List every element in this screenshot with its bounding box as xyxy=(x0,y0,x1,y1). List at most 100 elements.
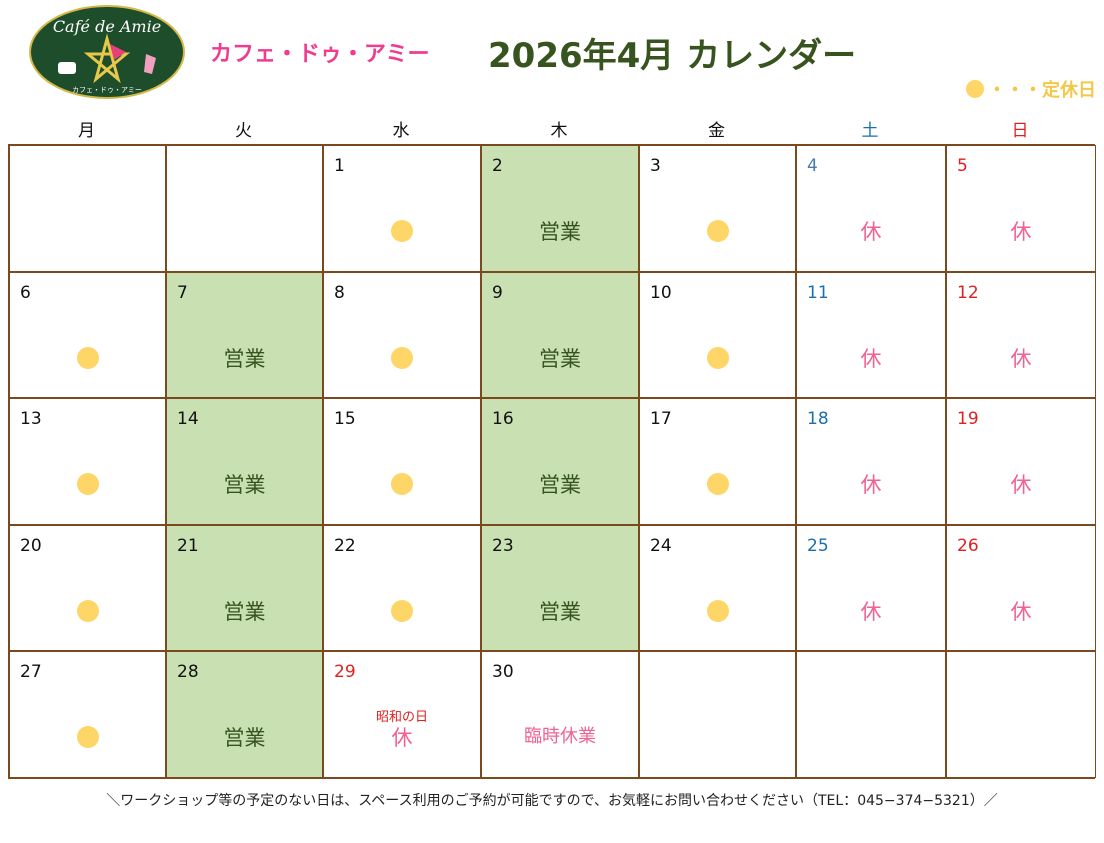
calendar-grid: 1 2 営業 3 4 休 5 休 6 7 営業 8 9 営業 10 11 休 12 休 13 14 営業 15 16 営業 17 1… xyxy=(8,144,1096,779)
day-cell[interactable]: 1 xyxy=(323,145,481,272)
day-cell[interactable]: 27 xyxy=(9,651,166,778)
day-cell[interactable]: 13 xyxy=(9,398,166,525)
day-number: 17 xyxy=(650,409,672,430)
day-cell[interactable]: 16 営業 xyxy=(481,398,639,525)
svg-text:カフェ・ドゥ・アミー: カフェ・ドゥ・アミー xyxy=(72,86,142,94)
day-number: 5 xyxy=(957,156,968,176)
day-number: 27 xyxy=(20,662,42,683)
day-cell[interactable]: 14 営業 xyxy=(166,398,323,525)
day-cell[interactable]: 18 休 xyxy=(796,398,946,525)
day-cell[interactable]: 19 休 xyxy=(946,398,1096,525)
day-cell[interactable]: 12 休 xyxy=(946,271,1096,399)
empty-cell xyxy=(946,651,1096,778)
day-number: 23 xyxy=(492,535,514,556)
day-number: 4 xyxy=(807,156,818,176)
open-label: 営業 xyxy=(223,346,266,371)
day-cell[interactable]: 25 休 xyxy=(796,524,946,652)
day-number: 16 xyxy=(492,409,514,430)
day-number: 6 xyxy=(20,282,31,303)
closed-label: 休 xyxy=(860,473,882,498)
closed-day-dot-icon xyxy=(10,599,165,622)
closed-label: 休 xyxy=(391,726,413,751)
day-cell[interactable]: 8 xyxy=(323,271,481,399)
closed-label: 休 xyxy=(860,220,882,244)
day-cell[interactable]: 2 営業 xyxy=(481,145,639,272)
day-number: 1 xyxy=(334,156,345,176)
open-label: 営業 xyxy=(223,726,266,751)
day-cell[interactable]: 28 営業 xyxy=(166,651,323,778)
open-label: 営業 xyxy=(539,599,581,624)
weekday-label: 金 xyxy=(708,121,725,141)
legend-label: ・・・定休日 xyxy=(988,80,1096,101)
day-number: 22 xyxy=(334,535,356,556)
day-cell[interactable]: 9 営業 xyxy=(481,271,639,399)
holiday-name: 昭和の日 xyxy=(375,710,428,726)
weekday-label: 月 xyxy=(78,121,95,141)
day-number: 12 xyxy=(957,282,979,303)
day-cell[interactable]: 17 xyxy=(639,398,796,525)
weekday-label: 火 xyxy=(235,121,252,141)
weekday-label: 土 xyxy=(861,121,879,141)
closed-label: 休 xyxy=(1010,473,1032,498)
closed-label: 休 xyxy=(1010,599,1032,624)
day-number: 19 xyxy=(957,409,979,430)
closed-label: 休 xyxy=(1010,346,1032,371)
weekday-label: 日 xyxy=(1011,121,1029,141)
day-number: 24 xyxy=(650,535,672,556)
weekday-label: 水 xyxy=(392,121,410,141)
closed-day-dot-icon xyxy=(640,346,795,369)
empty-cell xyxy=(796,651,946,778)
cafe-logo: Café de Amie カフェ・ドゥ・アミー xyxy=(29,5,185,99)
closed-day-dot-icon xyxy=(10,346,165,369)
day-number: 28 xyxy=(177,662,199,683)
day-number: 29 xyxy=(334,662,356,683)
day-number: 18 xyxy=(807,409,829,430)
day-cell[interactable]: 23 営業 xyxy=(481,524,639,652)
day-number: 9 xyxy=(492,282,503,303)
special-closed-label: 臨時休業 xyxy=(524,726,596,748)
day-number: 3 xyxy=(650,156,661,176)
day-cell[interactable]: 15 xyxy=(323,398,481,525)
day-number: 26 xyxy=(957,535,979,556)
day-cell[interactable]: 24 xyxy=(639,524,796,652)
empty-cell xyxy=(9,145,166,272)
day-cell[interactable]: 10 xyxy=(639,271,796,399)
day-cell[interactable]: 29 昭和の日休 xyxy=(323,651,481,778)
empty-cell xyxy=(166,145,323,272)
day-cell[interactable]: 30 臨時休業 xyxy=(481,651,639,778)
closed-day-dot-icon xyxy=(640,473,795,496)
closed-label: 休 xyxy=(860,599,882,624)
day-number: 8 xyxy=(334,282,345,303)
closed-day-dot-icon xyxy=(324,473,480,496)
weekday-label: 木 xyxy=(550,121,568,141)
open-label: 営業 xyxy=(223,599,266,624)
day-cell[interactable]: 21 営業 xyxy=(166,524,323,652)
closed-label: 休 xyxy=(1010,220,1032,244)
day-cell[interactable]: 22 xyxy=(323,524,481,652)
day-cell[interactable]: 20 xyxy=(9,524,166,652)
page-title: 2026年4月 カレンダー xyxy=(488,36,857,76)
open-label: 営業 xyxy=(539,346,581,371)
day-number: 25 xyxy=(807,535,829,556)
empty-cell xyxy=(639,651,796,778)
open-label: 営業 xyxy=(539,473,581,498)
day-cell[interactable]: 3 xyxy=(639,145,796,272)
closed-day-dot-icon xyxy=(640,220,795,242)
day-cell[interactable]: 7 営業 xyxy=(166,271,323,399)
closed-day-dot-icon xyxy=(10,726,165,749)
brand-name: カフェ・ドゥ・アミー xyxy=(210,42,430,67)
day-number: 20 xyxy=(20,535,42,556)
day-cell[interactable]: 11 休 xyxy=(796,271,946,399)
closed-label: 休 xyxy=(860,346,882,371)
day-number: 10 xyxy=(650,282,672,303)
day-cell[interactable]: 26 休 xyxy=(946,524,1096,652)
day-number: 13 xyxy=(20,409,42,430)
closed-day-dot-icon xyxy=(640,599,795,622)
day-number: 7 xyxy=(177,282,188,303)
day-cell[interactable]: 6 xyxy=(9,271,166,399)
svg-text:Café de Amie: Café de Amie xyxy=(53,17,161,36)
footer-note: ＼ワークショップ等の予定のない日は、スペース利用のご予約が可能ですので、お気軽に… xyxy=(106,793,998,809)
closed-day-dot-icon xyxy=(324,599,480,622)
